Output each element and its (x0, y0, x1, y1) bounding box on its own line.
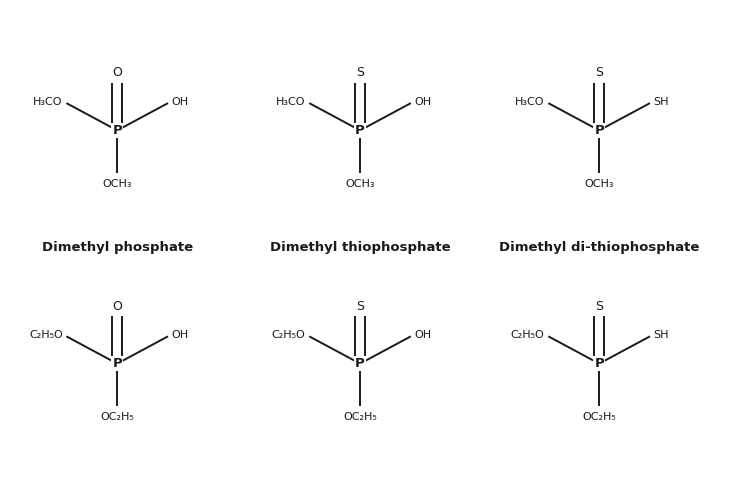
Text: OH: OH (415, 330, 432, 340)
Text: OCH₃: OCH₃ (103, 179, 132, 189)
Text: SH: SH (654, 330, 669, 340)
Text: OH: OH (172, 97, 189, 107)
Text: OC₂H₅: OC₂H₅ (344, 412, 377, 422)
Text: C₂H₅O: C₂H₅O (272, 330, 305, 340)
Text: Dimethyl phosphate: Dimethyl phosphate (42, 241, 193, 253)
Text: OCH₃: OCH₃ (345, 179, 375, 189)
Text: H₃CO: H₃CO (33, 97, 63, 107)
Text: H₃CO: H₃CO (515, 97, 544, 107)
Text: S: S (356, 66, 364, 79)
Text: P: P (594, 357, 604, 370)
Text: O: O (112, 66, 122, 79)
Text: Dimethyl di-thiophosphate: Dimethyl di-thiophosphate (499, 241, 699, 253)
Text: S: S (356, 299, 364, 312)
Text: C₂H₅O: C₂H₅O (29, 330, 63, 340)
Text: OC₂H₅: OC₂H₅ (100, 412, 134, 422)
Text: O: O (112, 299, 122, 312)
Text: P: P (594, 124, 604, 137)
Text: OCH₃: OCH₃ (584, 179, 614, 189)
Text: OC₂H₅: OC₂H₅ (582, 412, 616, 422)
Text: P: P (112, 124, 122, 137)
Text: OH: OH (172, 330, 189, 340)
Text: P: P (112, 357, 122, 370)
Text: C₂H₅O: C₂H₅O (511, 330, 544, 340)
Text: S: S (596, 66, 603, 79)
Text: P: P (356, 124, 365, 137)
Text: Dimethyl thiophosphate: Dimethyl thiophosphate (270, 241, 450, 253)
Text: OH: OH (415, 97, 432, 107)
Text: SH: SH (654, 97, 669, 107)
Text: S: S (596, 299, 603, 312)
Text: H₃CO: H₃CO (276, 97, 305, 107)
Text: P: P (356, 357, 365, 370)
